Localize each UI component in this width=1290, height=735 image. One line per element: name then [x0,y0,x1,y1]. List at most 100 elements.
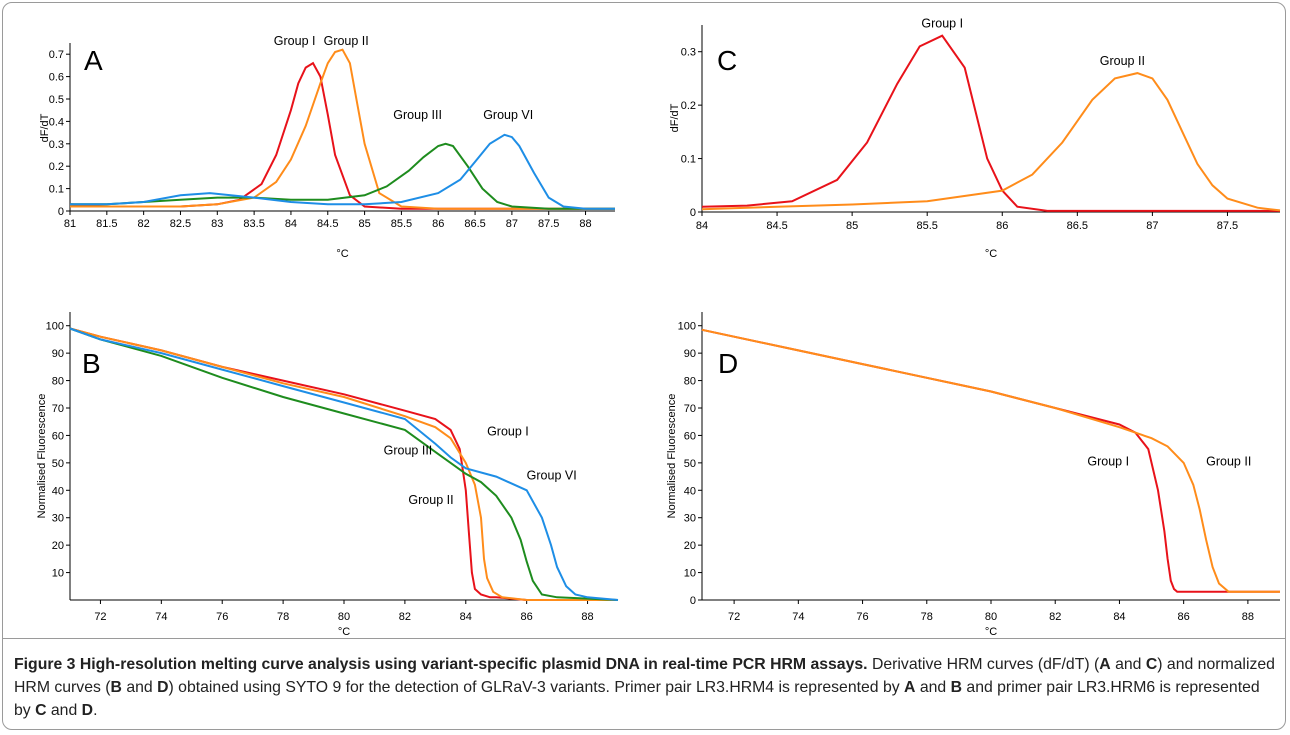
y-tick-label: 70 [684,403,696,415]
x-tick-label: 84 [460,611,472,623]
curve-label: Group VI [483,108,533,122]
x-axis-label: °C [985,248,997,260]
caption-ref: C [35,702,47,719]
panel-letter: C [717,45,737,76]
y-tick-label: 70 [52,403,64,415]
x-tick-label: 81.5 [96,218,117,230]
y-tick-label: 40 [684,485,696,497]
y-tick-label: 80 [52,376,64,388]
series-line-group-i [69,61,615,210]
x-tick-label: 88 [1242,611,1254,623]
x-tick-label: 84 [696,220,708,232]
caption-ref: B [950,679,963,696]
x-tick-label: 81 [64,218,76,230]
x-tick-label: 87 [1146,220,1158,232]
x-tick-label: 83.5 [243,218,264,230]
x-tick-label: 87 [506,218,518,230]
y-tick-label: 0.1 [681,154,696,166]
y-tick-label: 0.6 [49,72,64,84]
panel-letter: A [84,45,103,76]
series-line-group-ii [701,72,1281,212]
x-tick-label: 74 [792,611,804,623]
x-axis-label: °C [336,248,348,260]
caption-ref: D [157,679,169,696]
curve-label: Group III [384,444,433,458]
x-tick-label: 86.5 [1067,220,1088,232]
x-tick-label: 85.5 [391,218,412,230]
caption-text: . [93,702,98,719]
figure-canvas: 81 81.5 82 82.5 83 83.5 84 84.5 85 85.5 86 86.5 87 87… [36,17,1281,638]
series-line-group-i [69,327,618,601]
y-tick-label: 0 [690,207,696,219]
y-tick-label: 0.5 [49,94,64,106]
x-tick-label: 78 [921,611,933,623]
x-tick-label: 86 [521,611,533,623]
curve-label: Group III [393,108,442,122]
y-axis-label: dF/dT [39,113,51,142]
caption-text: ) and normalized HRM curves ( [14,656,1275,696]
x-tick-label: 88 [581,611,593,623]
curve-label: Group I [487,424,529,438]
panel-a-chart: 81 81.5 82 82.5 83 83.5 84 84.5 85 85.5 86 86.5 87 87… [39,34,615,260]
curve-label: Group II [1100,54,1145,68]
caption-divider [2,638,1286,728]
x-tick-label: 85.5 [916,220,937,232]
panel-b-chart: 72 74 76 78 80 82 84 86 88 10 20 30 40 50 60 70 80 90 100 °… [36,312,619,638]
caption-text: and [915,679,951,696]
y-tick-label: 80 [684,376,696,388]
x-tick-label: 80 [338,611,350,623]
x-tick-label: 88 [579,218,591,230]
y-tick-label: 0.1 [49,184,64,196]
caption-ref: A [904,679,916,696]
y-tick-label: 90 [684,348,696,360]
y-tick-label: 0.3 [681,47,696,59]
curve-label: Group VI [527,468,577,482]
x-tick-label: 86 [996,220,1008,232]
y-axis-label: dF/dT [669,103,681,132]
panel-letter: B [82,348,101,379]
x-tick-label: 78 [277,611,289,623]
panel-d-chart: 72 74 76 78 80 82 84 86 88 0 10 20 30 40 50 60 70 80 90 100… [666,312,1280,638]
x-tick-label: 82 [138,218,150,230]
x-tick-label: 84.5 [766,220,787,232]
y-tick-label: 50 [52,458,64,470]
curve-label: Group I [921,17,963,31]
series-line-group-ii [70,48,615,210]
caption-text: Derivative HRM curves (dF/dT) ( [867,656,1100,673]
x-tick-label: 86 [432,218,444,230]
curve-label: Group I [1087,455,1129,469]
x-tick-label: 72 [94,611,106,623]
caption-title: Figure 3 High-resolution melting curve a… [14,656,868,673]
y-tick-label: 60 [684,430,696,442]
y-tick-label: 60 [52,430,64,442]
caption-ref: A [1099,656,1111,673]
x-tick-label: 87.5 [538,218,559,230]
caption-text: and [1110,656,1146,673]
y-tick-label: 0 [690,595,696,607]
x-tick-label: 80 [985,611,997,623]
x-axis-label: °C [338,626,350,638]
x-tick-label: 86 [1178,611,1190,623]
caption-text: and [46,702,82,719]
figure-caption: Figure 3 High-resolution melting curve a… [14,653,1276,722]
x-tick-label: 84 [285,218,297,230]
panel-c-chart: 84 84.5 85 85.5 86 86.5 87 87.5 0 0.1 0.2 0.3 °C dF/d… [669,17,1281,260]
series-line-group-vi [69,327,619,601]
series-line-group-iii [70,142,615,210]
curve-label: Group II [1206,455,1251,469]
curve-label: Group I [274,34,316,48]
curve-label: Group II [408,493,453,507]
series-line-group-ii [69,327,618,601]
x-tick-label: 82.5 [170,218,191,230]
caption-text: ) obtained using SYTO 9 for the detectio… [168,679,905,696]
y-tick-label: 50 [684,458,696,470]
x-tick-label: 85 [846,220,858,232]
x-tick-label: 76 [856,611,868,623]
x-tick-label: 85 [358,218,370,230]
y-axis-label: Normalised Fluorescence [666,394,678,519]
y-tick-label: 90 [52,348,64,360]
y-tick-label: 0 [58,206,64,218]
series-line-group-vi [70,133,615,210]
x-axis-label: °C [985,626,997,638]
